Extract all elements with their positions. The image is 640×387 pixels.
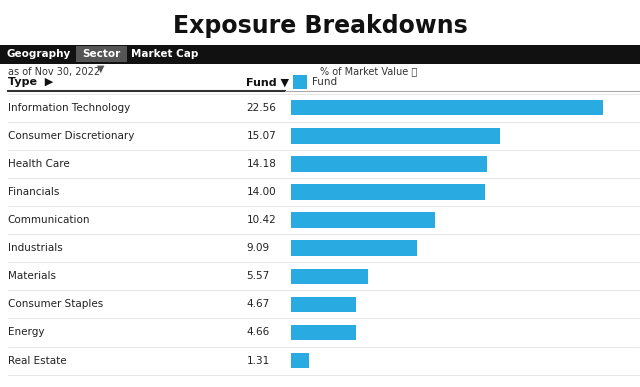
Text: 14.00: 14.00 [246, 187, 276, 197]
Text: Fund ▼: Fund ▼ [246, 77, 289, 87]
Bar [291, 184, 484, 200]
Bar [0, 45, 640, 64]
Text: Exposure Breakdowns: Exposure Breakdowns [173, 14, 467, 38]
Text: Market Cap: Market Cap [131, 49, 198, 59]
Text: 9.09: 9.09 [246, 243, 269, 253]
Bar [291, 353, 309, 368]
Text: 10.42: 10.42 [246, 215, 276, 225]
Text: Materials: Materials [8, 271, 56, 281]
Bar [291, 100, 603, 115]
Text: Industrials: Industrials [8, 243, 63, 253]
Text: Type  ▶: Type ▶ [8, 77, 53, 87]
Text: Consumer Discretionary: Consumer Discretionary [8, 131, 134, 141]
Text: as of Nov 30, 2022: as of Nov 30, 2022 [8, 67, 100, 77]
Text: 15.07: 15.07 [246, 131, 276, 141]
Text: 4.67: 4.67 [246, 300, 269, 309]
Text: 22.56: 22.56 [246, 103, 276, 113]
Bar [291, 325, 356, 340]
Bar [291, 212, 435, 228]
Text: Sector: Sector [82, 49, 120, 59]
Bar [291, 297, 356, 312]
Bar [76, 46, 127, 62]
Text: Real Estate: Real Estate [8, 356, 67, 366]
Bar [291, 128, 500, 144]
Text: 4.66: 4.66 [246, 327, 269, 337]
Bar [129, 46, 200, 62]
Bar [291, 269, 368, 284]
Text: Financials: Financials [8, 187, 59, 197]
Bar [291, 240, 417, 256]
Text: Information Technology: Information Technology [8, 103, 130, 113]
Text: 1.31: 1.31 [246, 356, 269, 366]
Text: Fund: Fund [312, 77, 337, 87]
Text: Health Care: Health Care [8, 159, 69, 169]
Text: Energy: Energy [8, 327, 44, 337]
Text: Consumer Staples: Consumer Staples [8, 300, 103, 309]
Text: % of Market Value ⓘ: % of Market Value ⓘ [320, 67, 417, 77]
Bar [293, 75, 307, 89]
Text: Geography: Geography [6, 49, 70, 59]
Text: 14.18: 14.18 [246, 159, 276, 169]
Text: 5.57: 5.57 [246, 271, 269, 281]
Text: Communication: Communication [8, 215, 90, 225]
Bar [291, 156, 487, 171]
Text: ▼: ▼ [97, 64, 105, 74]
Bar [3, 46, 74, 62]
